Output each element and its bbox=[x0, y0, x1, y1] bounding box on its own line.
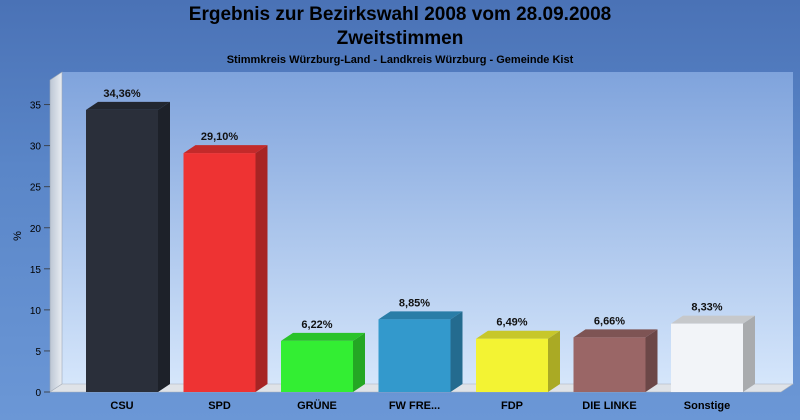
y-axis-title: % bbox=[12, 231, 24, 241]
category-label: SPD bbox=[208, 400, 231, 412]
y-tick-label: 5 bbox=[35, 347, 41, 358]
chart-region-subtitle: Stimmkreis Würzburg-Land - Landkreis Wür… bbox=[226, 54, 574, 66]
y-tick-label: 25 bbox=[30, 183, 42, 194]
category-label: Sonstige bbox=[684, 400, 730, 412]
bar-die-linke bbox=[573, 329, 658, 392]
bar-sonstige bbox=[671, 315, 755, 392]
data-label: 6,66% bbox=[594, 315, 625, 327]
bar-top bbox=[671, 315, 755, 324]
bar-side bbox=[548, 330, 560, 392]
category-label: CSU bbox=[110, 400, 133, 412]
y-tick-label: 15 bbox=[30, 265, 42, 276]
y-tick-label: 0 bbox=[35, 388, 41, 399]
bar-front bbox=[378, 319, 451, 392]
data-label: 6,49% bbox=[496, 317, 527, 329]
bar-side bbox=[158, 101, 170, 392]
data-label: 34,36% bbox=[103, 88, 141, 100]
bar-front bbox=[281, 340, 353, 392]
bar-fw-fre bbox=[378, 311, 463, 392]
y-tick-label: 35 bbox=[30, 101, 42, 112]
bar-side bbox=[743, 315, 755, 392]
bar-side bbox=[255, 145, 268, 392]
bar-top bbox=[281, 332, 365, 341]
bar-front bbox=[183, 153, 256, 392]
y-tick-label: 30 bbox=[30, 142, 42, 153]
category-label: FW FRE... bbox=[389, 400, 440, 412]
data-label: 8,33% bbox=[691, 302, 722, 314]
data-label: 8,85% bbox=[399, 297, 430, 309]
bar-side bbox=[645, 329, 658, 392]
bar-top bbox=[476, 330, 560, 339]
data-label: 29,10% bbox=[201, 131, 239, 143]
chart-subtitle: Zweitstimmen bbox=[336, 28, 464, 49]
data-label: 6,22% bbox=[301, 319, 332, 331]
category-label: DIE LINKE bbox=[582, 400, 636, 412]
bar-gr-ne bbox=[281, 332, 365, 392]
y-tick-label: 20 bbox=[30, 224, 42, 235]
bar-front bbox=[671, 323, 743, 392]
bar-front bbox=[573, 337, 646, 392]
bar-top bbox=[378, 311, 463, 320]
bar-front bbox=[476, 338, 548, 392]
bar-spd bbox=[183, 145, 268, 392]
chart-title: Ergebnis zur Bezirkswahl 2008 vom 28.09.… bbox=[188, 4, 612, 25]
y-tick-label: 10 bbox=[30, 306, 42, 317]
bar-side bbox=[353, 332, 365, 392]
bar-front bbox=[86, 109, 158, 392]
category-label: GRÜNE bbox=[297, 399, 337, 412]
bar-top bbox=[183, 145, 268, 154]
bar-fdp bbox=[476, 330, 560, 392]
plot-left-wall bbox=[49, 71, 63, 393]
category-label: FDP bbox=[501, 400, 523, 412]
bar-side bbox=[450, 311, 463, 392]
bar-top bbox=[86, 101, 170, 110]
bar-csu bbox=[86, 101, 170, 392]
bar-top bbox=[573, 329, 658, 338]
